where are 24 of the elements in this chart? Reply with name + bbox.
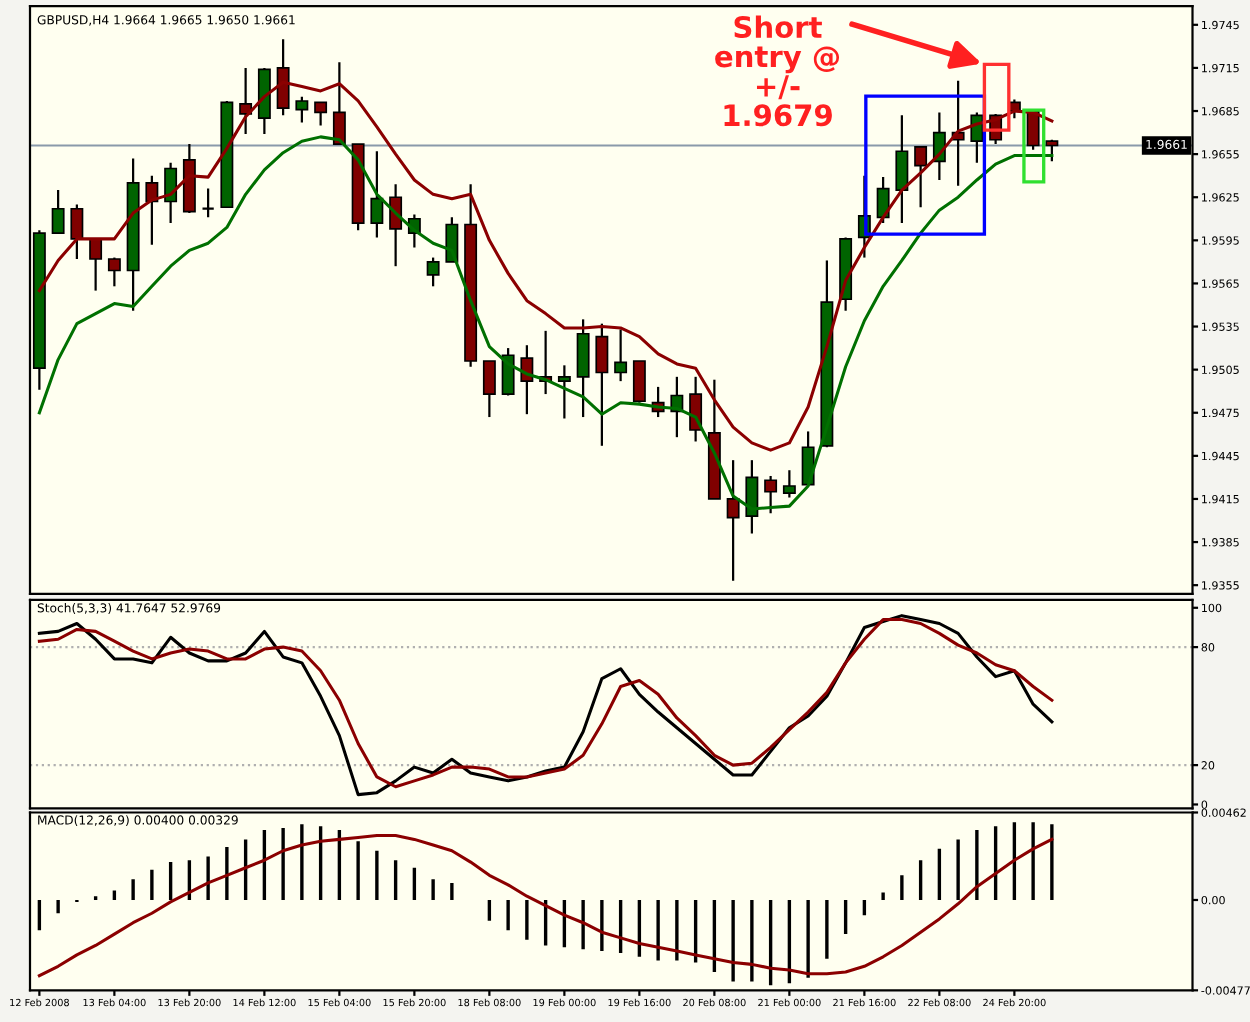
candlestick bbox=[389, 183, 403, 268]
annotation: Short entry @ +/- 1.9679 bbox=[715, 15, 840, 127]
candlestick bbox=[482, 359, 496, 419]
candlestick bbox=[726, 459, 740, 582]
candlestick bbox=[895, 114, 909, 225]
candlestick bbox=[876, 176, 890, 225]
candlestick bbox=[295, 95, 309, 124]
candlestick bbox=[314, 101, 328, 127]
line-series bbox=[37, 834, 1054, 978]
candlestick bbox=[89, 237, 103, 292]
candlestick bbox=[632, 359, 646, 404]
candlestick bbox=[576, 318, 590, 419]
candlestick bbox=[782, 469, 796, 499]
candlestick bbox=[914, 145, 928, 209]
candlestick bbox=[764, 474, 778, 515]
candlestick bbox=[426, 256, 440, 288]
candlestick bbox=[595, 322, 609, 447]
candlestick bbox=[557, 364, 571, 420]
candlestick bbox=[370, 150, 384, 239]
candlestick bbox=[51, 188, 65, 235]
candlestick bbox=[970, 111, 984, 164]
candlestick bbox=[107, 256, 121, 288]
candlestick bbox=[614, 328, 628, 383]
candlestick bbox=[70, 203, 84, 261]
